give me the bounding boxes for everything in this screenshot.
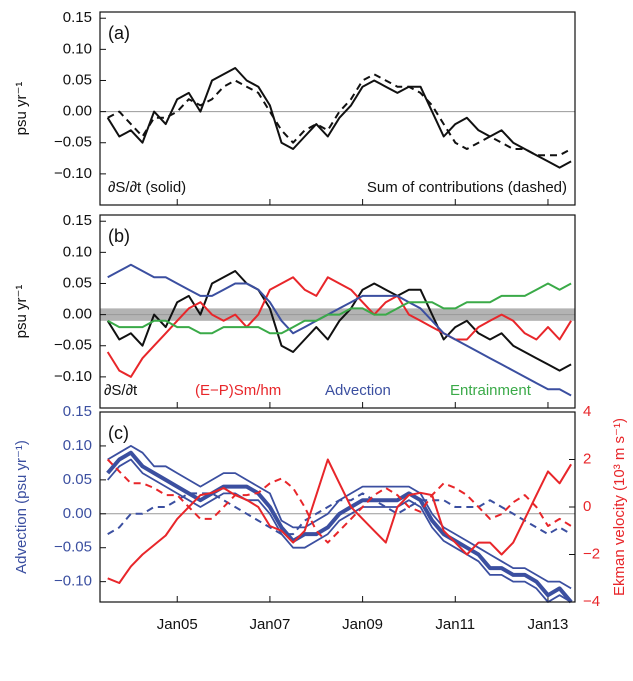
legend-label: (E−P)Sm/hm [195,382,281,399]
y-tick-label: 0.15 [63,403,92,420]
plot-frame [99,11,576,206]
y-tick-label: −0.10 [54,165,92,182]
series-line [106,276,572,378]
x-tick-label: Jan13 [528,616,569,633]
series-line [107,458,572,603]
x-tick-label: Jan11 [435,616,475,633]
x-tick-label: Jan09 [342,616,383,633]
y-tick-label: 0.05 [63,71,92,88]
series-line [107,492,572,536]
y-tick-label: 0.10 [63,243,92,260]
y-axis-label: Advection (psu yr⁻¹) [13,440,30,574]
legend-label: Entrainment [450,382,532,399]
panel-label: (b) [108,226,130,246]
y-tick-label: −0.10 [54,368,92,385]
series-line [107,458,572,584]
y2-tick-label: 0 [583,498,591,515]
y-tick-label: 0.10 [63,40,92,57]
y-tick-label: 0.00 [63,505,92,522]
legend-label: Sum of contributions (dashed) [367,179,567,196]
y2-tick-label: −4 [583,593,600,610]
y-tick-label: 0.00 [63,306,92,323]
series-line [107,263,572,397]
x-tick-label: Jan07 [249,616,290,633]
series-line [107,73,572,157]
plot-frame [99,214,576,409]
y-tick-label: 0.15 [63,9,92,26]
panel-label: (a) [108,23,130,43]
series-line [107,282,572,335]
panel-label: (c) [108,423,129,443]
y-axis-label: psu yr⁻¹ [13,285,30,339]
y2-tick-label: 4 [583,403,591,420]
y-tick-label: 0.05 [63,471,92,488]
y-tick-label: 0.05 [63,274,92,291]
plot-frame [99,411,576,603]
y-axis-label: psu yr⁻¹ [13,82,30,136]
series-line [106,67,572,169]
y2-tick-label: 2 [583,450,591,467]
y2-tick-label: −2 [583,545,600,562]
x-tick-label: Jan05 [157,616,198,633]
legend-label: Advection [325,382,391,399]
y-tick-label: −0.05 [54,539,92,556]
y-tick-label: 0.00 [63,103,92,120]
y-tick-label: 0.10 [63,437,92,454]
y-tick-label: 0.15 [63,212,92,229]
legend-label: ∂S/∂t [104,382,138,399]
y2-axis-label: Ekman velocity (10³ m s⁻¹) [611,418,628,596]
series-line [106,450,573,604]
legend-label: ∂S/∂t (solid) [108,179,186,196]
series-line [106,270,572,372]
y-tick-label: −0.05 [54,134,92,151]
y-tick-label: −0.10 [54,573,92,590]
y-tick-label: −0.05 [54,337,92,354]
